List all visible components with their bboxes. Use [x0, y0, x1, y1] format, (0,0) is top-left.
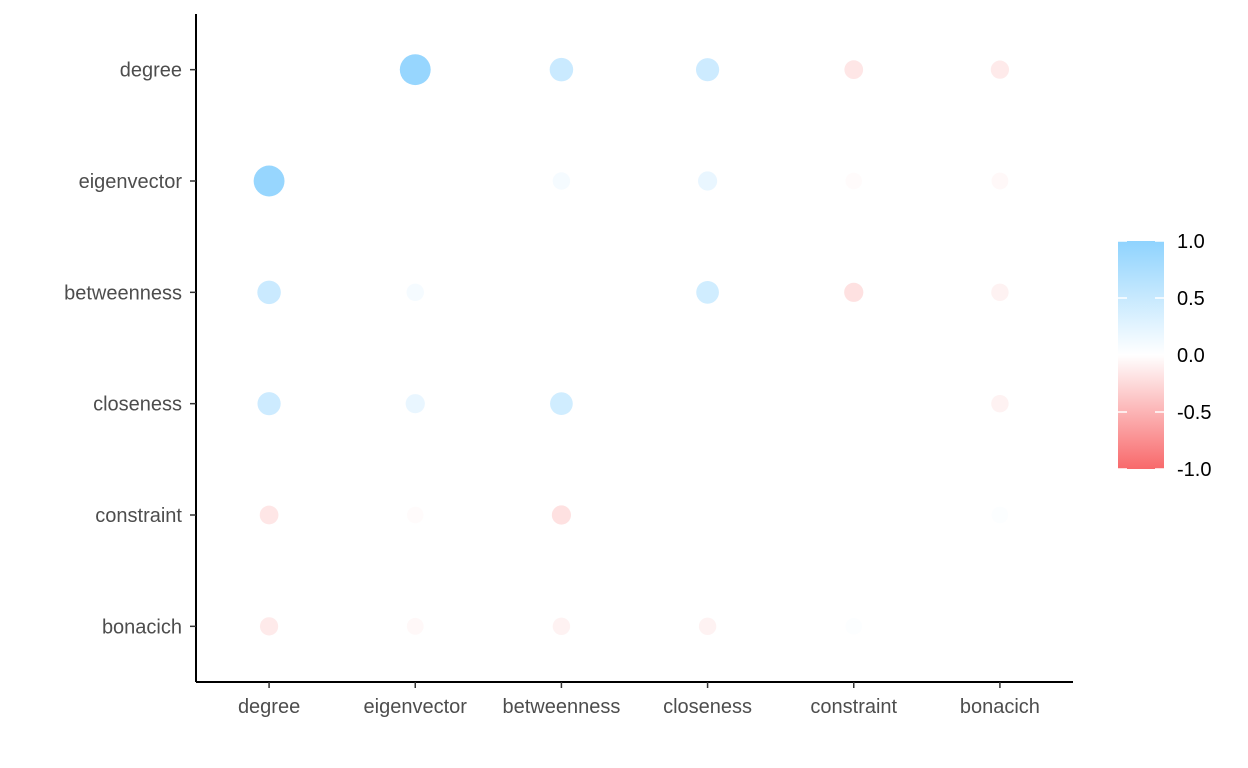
corr-point-degree-bonacich: [990, 60, 1010, 79]
x-tick-label-betweenness: betweenness: [502, 696, 620, 718]
y-axis-ticks: degree eigenvector betweenness closeness con…: [64, 60, 196, 638]
x-tick-label-degree: degree: [238, 696, 300, 718]
plot-area: [253, 54, 1010, 636]
corr-point-bonacich-degree: [259, 617, 279, 636]
x-tick-label-closeness: closeness: [663, 696, 752, 718]
corr-point-eigenvector-betweenness: [552, 172, 571, 190]
corr-point-closeness-degree: [257, 392, 281, 416]
corr-point-betweenness-degree: [257, 280, 281, 305]
corr-point-bonacich-eigenvector: [406, 617, 424, 635]
corr-point-betweenness-constraint: [844, 282, 864, 302]
legend-label: -0.5: [1177, 402, 1211, 424]
x-tick-label-eigenvector: eigenvector: [364, 696, 468, 718]
corr-point-eigenvector-degree: [253, 165, 285, 197]
corr-point-bonacich-constraint: [845, 618, 862, 635]
x-tick-label-bonacich: bonacich: [960, 696, 1040, 718]
legend-label: 0.5: [1177, 288, 1205, 310]
corr-point-betweenness-closeness: [696, 280, 719, 304]
corr-point-constraint-eigenvector: [407, 506, 424, 524]
y-tick-label-degree: degree: [120, 60, 182, 82]
corr-point-closeness-eigenvector: [405, 394, 425, 414]
corr-point-closeness-bonacich: [991, 394, 1009, 413]
y-tick-label-constraint: constraint: [95, 505, 182, 527]
x-axis-ticks: degree eigenvector betweenness closeness con…: [238, 682, 1040, 718]
y-tick-label-eigenvector: eigenvector: [79, 171, 183, 193]
corr-point-betweenness-bonacich: [991, 283, 1009, 302]
corr-point-constraint-degree: [259, 505, 279, 525]
y-tick-label-betweenness: betweenness: [64, 282, 182, 304]
corr-point-degree-eigenvector: [399, 54, 431, 86]
corr-point-eigenvector-bonacich: [991, 172, 1009, 190]
legend-label: -1.0: [1177, 459, 1211, 481]
corr-point-betweenness-eigenvector: [406, 283, 424, 302]
x-tick-label-constraint: constraint: [810, 696, 897, 718]
corr-point-bonacich-closeness: [698, 617, 717, 636]
corr-point-eigenvector-closeness: [697, 171, 718, 191]
y-tick-label-closeness: closeness: [93, 394, 182, 416]
color-legend: 1.0 0.5 0.0 -0.5 -1.0: [1118, 231, 1211, 481]
corr-point-bonacich-betweenness: [552, 617, 571, 636]
corr-point-constraint-bonacich: [991, 506, 1009, 524]
corr-point-degree-betweenness: [549, 57, 574, 82]
legend-label: 0.0: [1177, 345, 1205, 367]
corr-point-closeness-betweenness: [550, 392, 573, 416]
legend-label: 1.0: [1177, 231, 1205, 253]
corr-point-constraint-betweenness: [551, 505, 572, 525]
corr-point-degree-constraint: [844, 60, 864, 80]
corr-point-degree-closeness: [695, 58, 720, 82]
y-tick-label-bonacich: bonacich: [102, 616, 182, 638]
corr-point-eigenvector-constraint: [845, 172, 862, 190]
